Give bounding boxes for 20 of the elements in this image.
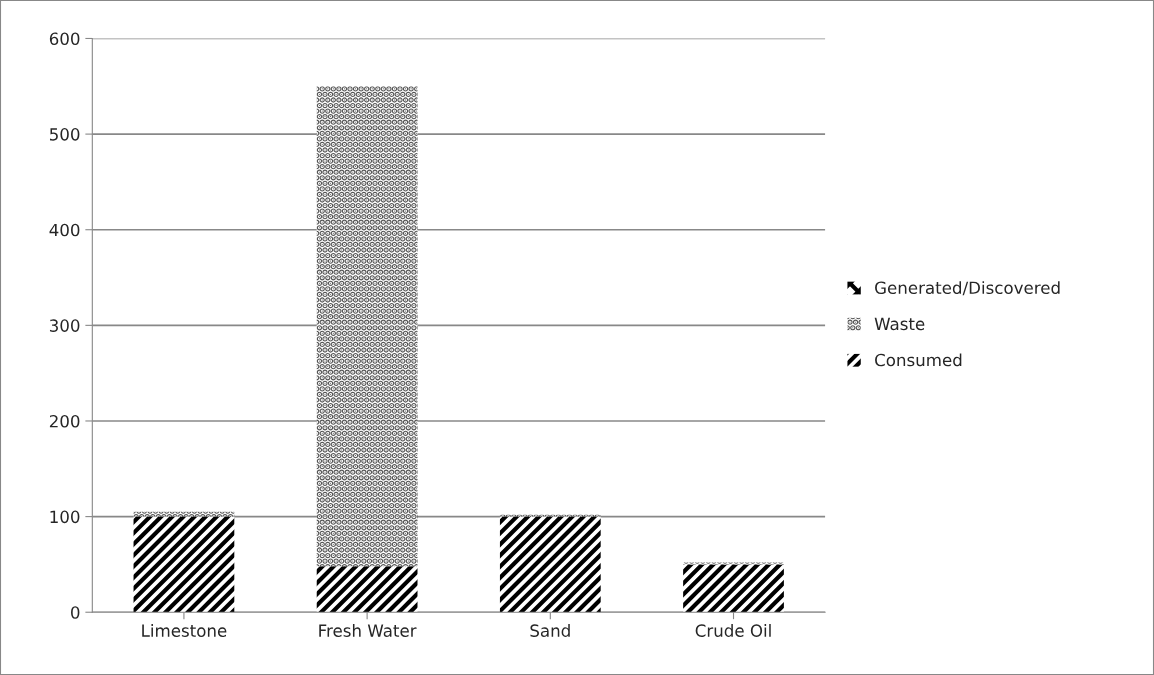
y-tick-label: 600 bbox=[49, 32, 80, 46]
bar bbox=[133, 516, 235, 613]
legend-label: Consumed bbox=[875, 353, 962, 367]
x-tick-label: Crude Oil bbox=[695, 624, 771, 637]
y-tick-label: 300 bbox=[49, 319, 80, 332]
bar bbox=[499, 516, 601, 613]
legend-label: Waste bbox=[874, 317, 925, 331]
bar bbox=[133, 511, 235, 517]
x-tick-label: Sand bbox=[530, 624, 570, 637]
bar bbox=[683, 564, 784, 613]
legend-label: Generated/Discovered bbox=[875, 281, 1060, 296]
bar bbox=[316, 86, 418, 567]
y-tick-label: 400 bbox=[49, 223, 80, 237]
y-tick-label: 200 bbox=[49, 414, 80, 428]
bar bbox=[316, 566, 418, 613]
y-tick-label: 100 bbox=[50, 510, 80, 524]
y-tick-label: 0 bbox=[71, 606, 80, 619]
x-tick-label: Fresh Water bbox=[319, 624, 417, 637]
x-tick-label: Limestone bbox=[142, 624, 227, 637]
y-tick-label: 500 bbox=[49, 128, 80, 141]
